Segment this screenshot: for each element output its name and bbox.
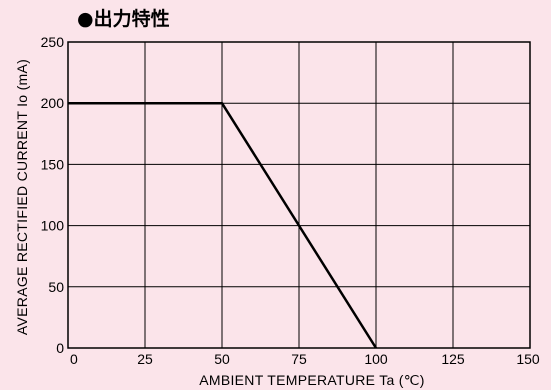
chart-title: ●出力特性 — [77, 7, 170, 30]
series-layer — [68, 101, 378, 349]
x-tick-label: 50 — [214, 351, 230, 367]
y-axis-label: AVERAGE RECTIFIED CURRENT Io (mA) — [14, 59, 30, 335]
x-tick-label: 150 — [516, 351, 540, 367]
series-line — [68, 101, 378, 349]
x-tick-label: 25 — [137, 351, 153, 367]
y-tick-label: 50 — [48, 279, 64, 295]
tick-label-layer: 0 25 50 75 100 125 150 0 50 100 150 200 250 — [41, 34, 540, 367]
x-tick-label: 125 — [441, 351, 465, 367]
y-tick-label: 200 — [41, 95, 65, 111]
x-tick-label: 75 — [291, 351, 307, 367]
x-axis-label: AMBIENT TEMPERATURE Ta (℃) — [199, 372, 425, 388]
y-tick-label: 250 — [41, 34, 65, 50]
x-tick-label: 100 — [364, 351, 388, 367]
x-tick-label: 0 — [70, 351, 78, 367]
y-tick-label: 150 — [41, 156, 65, 172]
y-tick-label: 0 — [56, 340, 64, 356]
y-tick-label: 100 — [41, 218, 65, 234]
